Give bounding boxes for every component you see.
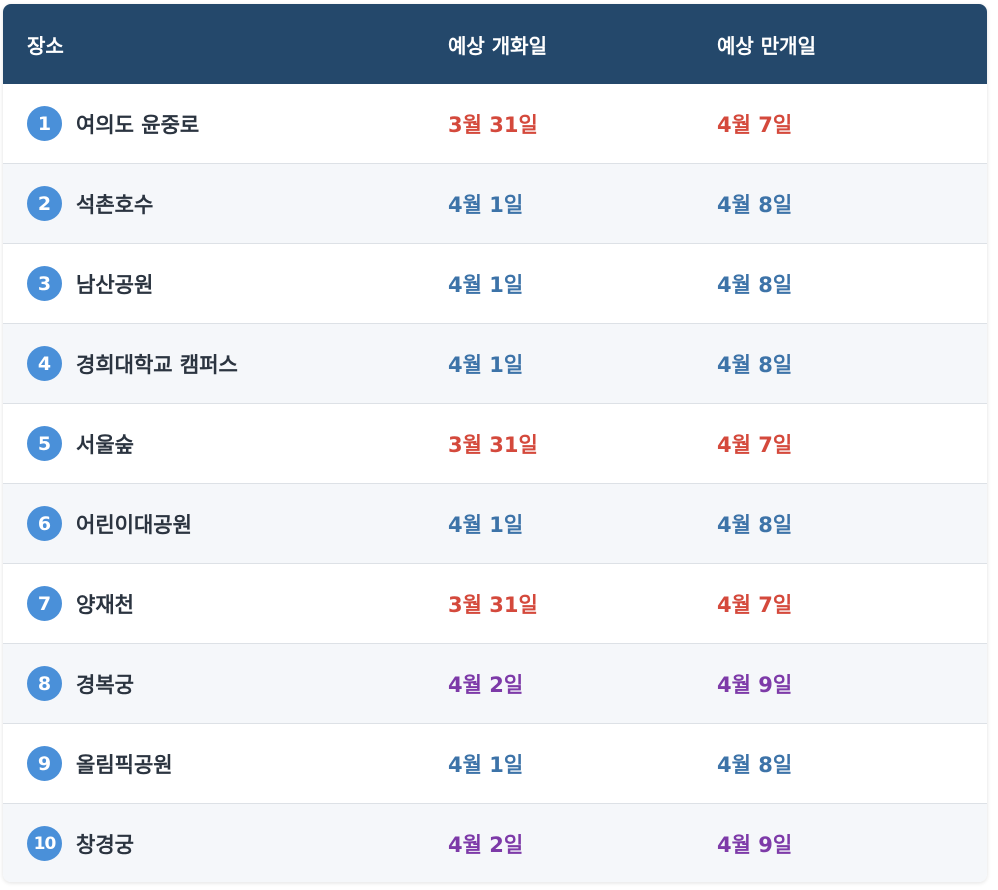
bloom-date: 4월 1일 [448, 512, 524, 537]
bloom-date: 4월 1일 [448, 752, 524, 777]
table-row: 10 창경궁 4월 2일 4월 9일 [3, 803, 987, 882]
peak-date: 4월 9일 [717, 832, 793, 857]
peak-date: 4월 8일 [717, 752, 793, 777]
table-row: 6 어린이대공원 4월 1일 4월 8일 [3, 483, 987, 563]
rank-badge: 10 [27, 826, 62, 861]
place-name: 어린이대공원 [76, 512, 192, 537]
place-cell: 3 남산공원 [3, 266, 448, 301]
peak-date: 4월 7일 [717, 112, 793, 137]
peak-date: 4월 7일 [717, 592, 793, 617]
rank-badge: 7 [27, 586, 62, 621]
header-place: 장소 [27, 33, 64, 58]
place-name: 경복궁 [76, 672, 134, 697]
place-cell: 9 올림픽공원 [3, 746, 448, 781]
place-name: 양재천 [76, 592, 134, 617]
place-name: 서울숲 [76, 432, 134, 457]
place-name: 경희대학교 캠퍼스 [76, 352, 238, 377]
header-peak-date: 예상 만개일 [717, 33, 816, 58]
place-cell: 5 서울숲 [3, 426, 448, 461]
bloom-forecast-table: 장소 예상 개화일 예상 만개일 1 여의도 윤중로 3월 31일 4월 7일 2 석촌호… [3, 4, 987, 882]
table-body: 1 여의도 윤중로 3월 31일 4월 7일 2 석촌호수 4월 1일 4월 8일 3 남산공원 4… [3, 84, 987, 882]
bloom-date: 4월 2일 [448, 832, 524, 857]
peak-date: 4월 8일 [717, 272, 793, 297]
rank-badge: 4 [27, 346, 62, 381]
bloom-date: 4월 2일 [448, 672, 524, 697]
table-row: 5 서울숲 3월 31일 4월 7일 [3, 403, 987, 483]
peak-date: 4월 7일 [717, 432, 793, 457]
rank-badge: 6 [27, 506, 62, 541]
place-cell: 6 어린이대공원 [3, 506, 448, 541]
bloom-date: 3월 31일 [448, 432, 538, 457]
bloom-date: 3월 31일 [448, 592, 538, 617]
place-cell: 10 창경궁 [3, 826, 448, 861]
table-row: 4 경희대학교 캠퍼스 4월 1일 4월 8일 [3, 323, 987, 403]
bloom-date: 4월 1일 [448, 352, 524, 377]
rank-badge: 2 [27, 186, 62, 221]
rank-badge: 9 [27, 746, 62, 781]
place-cell: 4 경희대학교 캠퍼스 [3, 346, 448, 381]
place-cell: 2 석촌호수 [3, 186, 448, 221]
table-row: 8 경복궁 4월 2일 4월 9일 [3, 643, 987, 723]
bloom-date: 4월 1일 [448, 272, 524, 297]
table-row: 2 석촌호수 4월 1일 4월 8일 [3, 163, 987, 243]
peak-date: 4월 8일 [717, 352, 793, 377]
place-name: 남산공원 [76, 272, 154, 297]
rank-badge: 1 [27, 106, 62, 141]
peak-date: 4월 9일 [717, 672, 793, 697]
header-bloom-date: 예상 개화일 [448, 33, 547, 58]
place-cell: 1 여의도 윤중로 [3, 106, 448, 141]
rank-badge: 5 [27, 426, 62, 461]
place-name: 석촌호수 [76, 192, 154, 217]
table-header: 장소 예상 개화일 예상 만개일 [3, 4, 987, 84]
peak-date: 4월 8일 [717, 512, 793, 537]
place-cell: 8 경복궁 [3, 666, 448, 701]
rank-badge: 8 [27, 666, 62, 701]
table-row: 1 여의도 윤중로 3월 31일 4월 7일 [3, 84, 987, 163]
rank-badge: 3 [27, 266, 62, 301]
peak-date: 4월 8일 [717, 192, 793, 217]
table-row: 7 양재천 3월 31일 4월 7일 [3, 563, 987, 643]
bloom-date: 4월 1일 [448, 192, 524, 217]
bloom-date: 3월 31일 [448, 112, 538, 137]
table-row: 3 남산공원 4월 1일 4월 8일 [3, 243, 987, 323]
place-name: 여의도 윤중로 [76, 112, 200, 137]
place-name: 올림픽공원 [76, 752, 173, 777]
table-row: 9 올림픽공원 4월 1일 4월 8일 [3, 723, 987, 803]
place-name: 창경궁 [76, 832, 134, 857]
place-cell: 7 양재천 [3, 586, 448, 621]
